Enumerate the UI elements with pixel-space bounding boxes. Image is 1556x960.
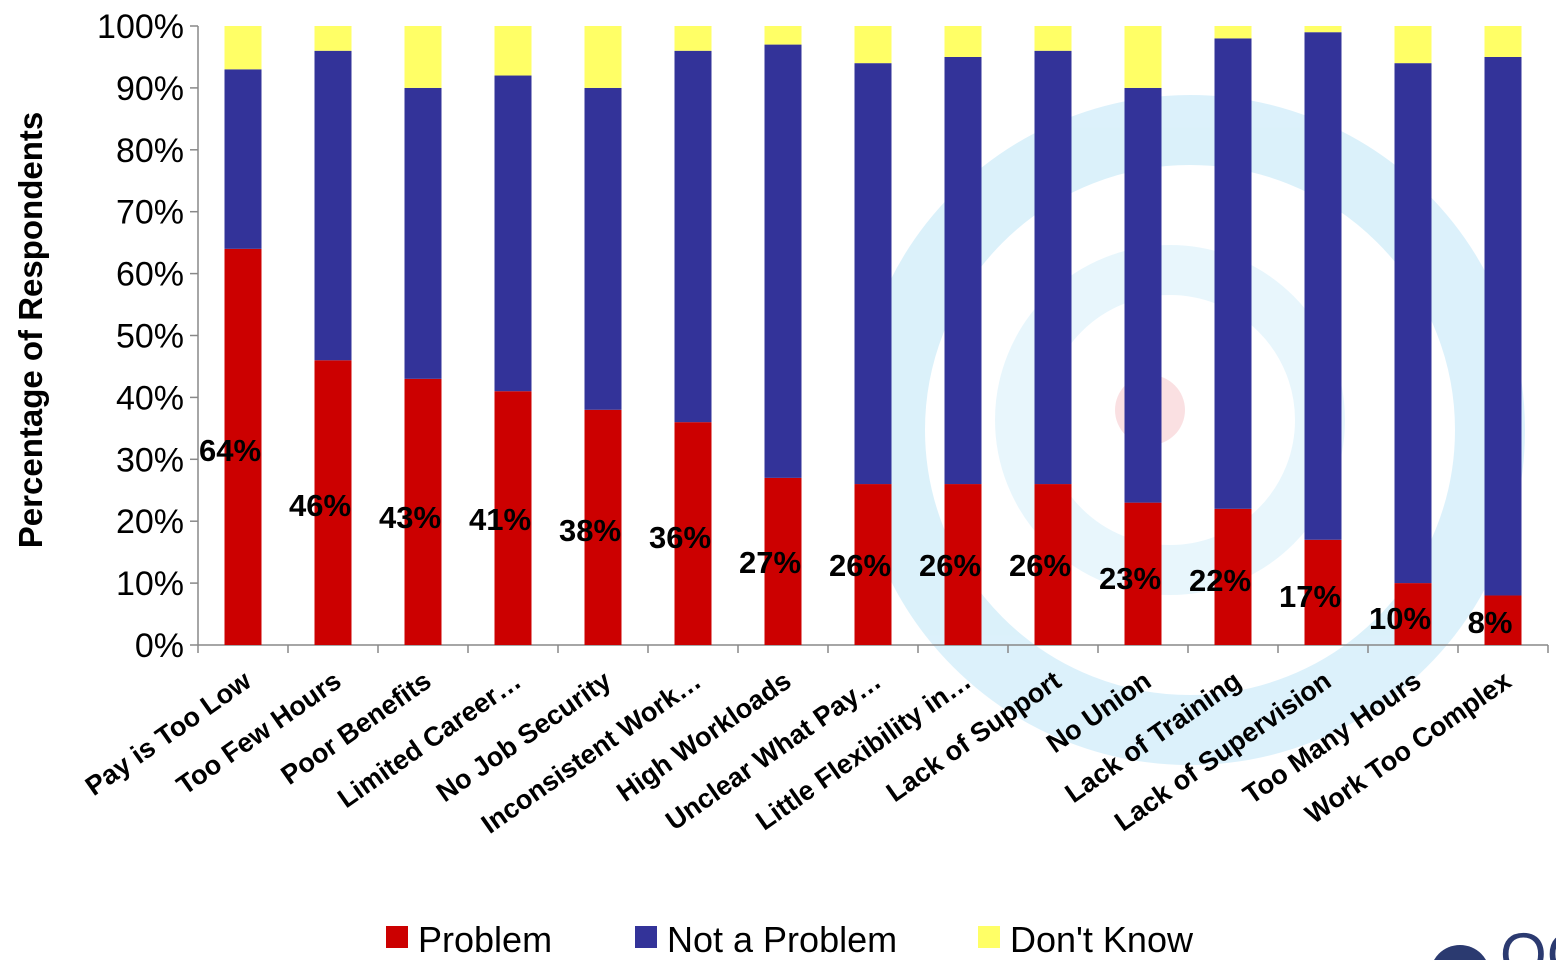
bar-problem bbox=[1214, 508, 1252, 645]
bar-problem bbox=[584, 409, 622, 645]
bar-not-a-problem bbox=[494, 75, 532, 392]
bar-not-a-problem bbox=[224, 69, 262, 249]
bar-don-t-know bbox=[674, 26, 712, 51]
bar-problem bbox=[1124, 502, 1162, 645]
bar-not-a-problem bbox=[404, 87, 442, 379]
bar-don-t-know bbox=[404, 26, 442, 88]
y-axis-title: Percentage of Respondents bbox=[12, 112, 49, 548]
bar-problem bbox=[404, 378, 442, 645]
data-labels: 64% 46% 43% 41% 38% 36% 27% 26% 26% 26% 23% 22% 17% 1… bbox=[199, 433, 1512, 640]
bar-don-t-know bbox=[1034, 26, 1072, 51]
bar-don-t-know bbox=[1484, 26, 1522, 57]
data-label: 8% bbox=[1468, 605, 1513, 640]
bar-not-a-problem bbox=[314, 50, 352, 361]
y-tick-label: 90% bbox=[116, 70, 184, 108]
data-label: 38% bbox=[559, 513, 621, 548]
logo-text: OCSA bbox=[1500, 921, 1556, 960]
bar-not-a-problem bbox=[1394, 63, 1432, 584]
axes: 0% 10% 20% 30% 40% 50% 60% 70% 80% 90% 100% bbox=[97, 8, 1549, 665]
data-label: 27% bbox=[739, 545, 801, 580]
logo: OCSA bbox=[1434, 921, 1556, 960]
bar-problem bbox=[494, 391, 532, 645]
data-label: 10% bbox=[1369, 601, 1431, 636]
bar-not-a-problem bbox=[584, 87, 622, 410]
bar-don-t-know bbox=[1214, 26, 1252, 39]
legend: Problem Not a Problem Don't Know bbox=[386, 919, 1194, 960]
y-tick-label: 50% bbox=[116, 318, 184, 356]
bar-not-a-problem bbox=[1304, 32, 1342, 540]
y-tick-label: 100% bbox=[97, 8, 184, 46]
data-label: 46% bbox=[289, 488, 351, 523]
y-tick-label: 10% bbox=[116, 565, 184, 603]
bar-not-a-problem bbox=[1034, 50, 1072, 485]
data-label: 43% bbox=[379, 500, 441, 535]
data-label: 36% bbox=[649, 520, 711, 555]
bar-don-t-know bbox=[1304, 26, 1342, 33]
bar-not-a-problem bbox=[944, 56, 982, 485]
bar-problem bbox=[854, 484, 892, 645]
legend-swatch-not-a-problem bbox=[635, 926, 657, 948]
y-tick-label: 60% bbox=[116, 256, 184, 294]
data-label: 64% bbox=[199, 433, 261, 468]
bar-problem bbox=[1304, 539, 1342, 645]
legend-label-not-a-problem: Not a Problem bbox=[667, 919, 897, 960]
legend-label-problem: Problem bbox=[418, 919, 552, 960]
y-tick-label: 30% bbox=[116, 441, 184, 479]
data-label: 22% bbox=[1189, 563, 1251, 598]
bar-problem bbox=[944, 484, 982, 645]
y-tick-label: 70% bbox=[116, 194, 184, 232]
bar-don-t-know bbox=[854, 26, 892, 64]
legend-swatch-don-t-know bbox=[978, 926, 1000, 948]
y-tick-label: 40% bbox=[116, 379, 184, 417]
legend-swatch-problem bbox=[386, 926, 408, 948]
y-tick-label: 20% bbox=[116, 503, 184, 541]
bar-don-t-know bbox=[944, 26, 982, 57]
bar-problem bbox=[764, 477, 802, 645]
bar-problem bbox=[224, 248, 262, 645]
bar-not-a-problem bbox=[674, 50, 712, 423]
data-label: 26% bbox=[1009, 548, 1071, 583]
bar-problem bbox=[314, 360, 352, 645]
bar-don-t-know bbox=[764, 26, 802, 45]
bar-don-t-know bbox=[494, 26, 532, 76]
bar-problem bbox=[674, 422, 712, 645]
x-category-label: Pay is Too Low bbox=[80, 665, 257, 802]
bar-not-a-problem bbox=[1124, 87, 1162, 503]
bar-problem bbox=[1394, 583, 1432, 645]
data-label: 26% bbox=[919, 548, 981, 583]
legend-label-don-t-know: Don't Know bbox=[1010, 919, 1194, 960]
data-label: 41% bbox=[469, 502, 531, 537]
bar-don-t-know bbox=[584, 26, 622, 88]
bar-not-a-problem bbox=[854, 63, 892, 485]
y-tick-label: 80% bbox=[116, 132, 184, 170]
logo-mark-icon bbox=[1434, 945, 1486, 960]
bar-not-a-problem bbox=[764, 44, 802, 478]
bar-problem bbox=[1034, 484, 1072, 645]
bar-not-a-problem bbox=[1484, 56, 1522, 596]
data-label: 17% bbox=[1279, 579, 1341, 614]
bars bbox=[224, 26, 1522, 645]
bar-don-t-know bbox=[314, 26, 352, 51]
bar-not-a-problem bbox=[1214, 38, 1252, 509]
bar-don-t-know bbox=[1124, 26, 1162, 88]
bar-don-t-know bbox=[224, 26, 262, 70]
data-label: 23% bbox=[1099, 561, 1161, 596]
data-label: 26% bbox=[829, 548, 891, 583]
y-tick-label: 0% bbox=[135, 627, 184, 665]
x-category-label: Too Few Hours bbox=[171, 665, 346, 800]
bar-problem bbox=[1484, 595, 1522, 645]
bar-don-t-know bbox=[1394, 26, 1432, 64]
